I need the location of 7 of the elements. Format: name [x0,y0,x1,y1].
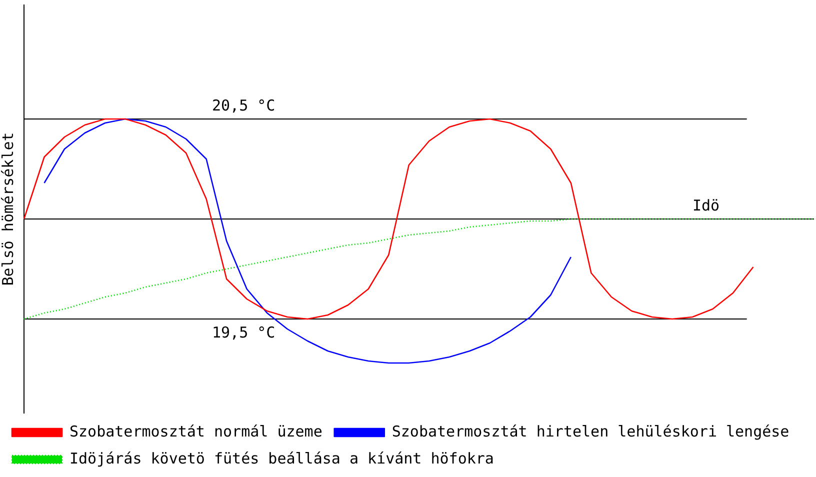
legend-label: Szobatermosztát hirtelen lehüléskori lengése [392,422,790,440]
legend-label: Szobatermosztát normál üzeme [70,422,322,440]
ref-line-label: 20,5 °C [212,96,276,114]
x-axis-title: Idö [692,196,720,214]
ref-line-label: 19,5 °C [212,323,276,342]
legend-label: Idöjárás követö fütés beállása a kívánt höfokra [70,449,494,468]
y-axis-title: Belsö hömérséklet [0,132,17,286]
